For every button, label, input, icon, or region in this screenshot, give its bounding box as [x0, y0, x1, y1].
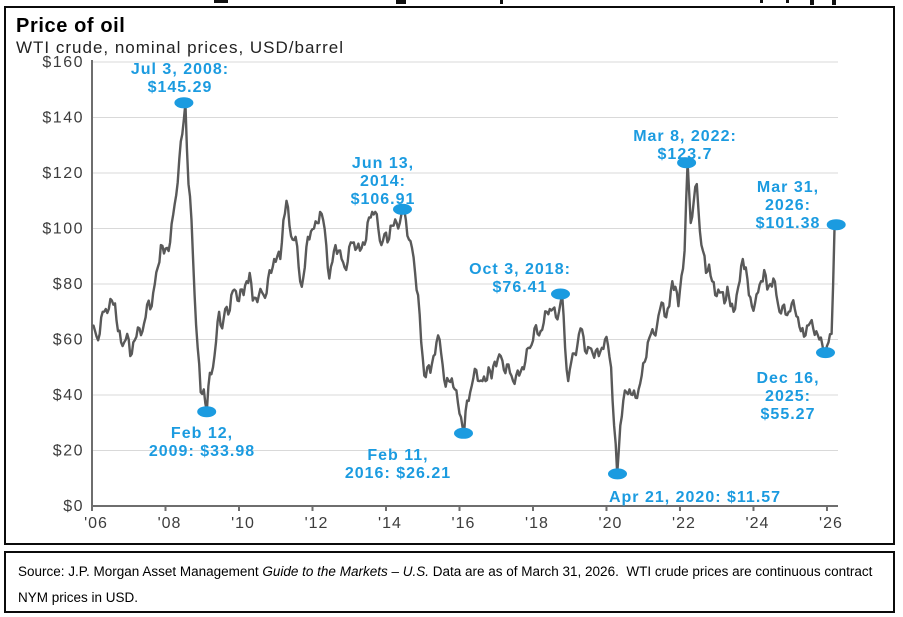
data-point-apr-21-2020	[608, 468, 627, 480]
y-axis-tick-label: $140	[42, 110, 84, 127]
data-point-feb-11-2016	[454, 427, 473, 439]
cropped-text-remnant	[832, 0, 836, 5]
data-point-jun-13-2014	[393, 203, 412, 215]
source-box: Source: J.P. Morgan Asset Management Gui…	[4, 551, 895, 613]
data-point-feb-12-2009	[197, 406, 217, 418]
oil-price-line-chart: $0 $20 $40 $60 $80 $100 $120 $140 $160 '06 '08 '10 '…	[42, 54, 846, 532]
x-axis-tick-label: '24	[746, 515, 770, 532]
y-axis-tick-label: $20	[53, 443, 84, 460]
x-axis-tick-label: '12	[305, 515, 329, 532]
chart-panel: Price of oil WTI crude, nominal prices, …	[4, 6, 895, 545]
y-axis-tick-label: $100	[42, 221, 84, 238]
data-point-oct-3-2018	[551, 288, 570, 300]
x-axis-tick-label: '18	[525, 515, 549, 532]
x-axis-tick-label: '16	[452, 515, 476, 532]
x-axis-tick-label: '26	[819, 515, 843, 532]
y-axis-tick-label: $120	[42, 165, 84, 182]
x-axis-tick-label: '22	[672, 515, 696, 532]
cropped-text-remnant	[786, 0, 789, 3]
source-text: Source: J.P. Morgan Asset Management Gui…	[18, 559, 881, 611]
data-point-mar-8-2022	[677, 157, 697, 169]
cropped-text-remnant	[396, 0, 406, 4]
x-axis-tick-label: '06	[84, 515, 108, 532]
price-line	[92, 101, 836, 476]
chart-subtitle: WTI crude, nominal prices, USD/barrel	[16, 38, 344, 57]
cropped-text-remnant	[810, 0, 814, 5]
y-axis-tick-label: $0	[63, 498, 84, 515]
source-segment-italic: Guide to the Markets – U.S.	[262, 564, 429, 579]
y-axis-tick-label: $60	[53, 332, 84, 349]
source-segment-2: Data are as of March 31, 2026. WTI crude…	[18, 564, 873, 605]
y-axis-tick-label: $80	[53, 276, 84, 293]
cropped-text-remnant	[500, 0, 503, 4]
y-axis-tick-label: $40	[53, 387, 84, 404]
x-axis-tick-label: '14	[378, 515, 402, 532]
cropped-text-remnant	[760, 0, 763, 3]
y-axis-tick-label: $160	[42, 54, 84, 71]
chart-title: Price of oil	[16, 15, 126, 37]
data-point-mar-31-2026	[826, 219, 846, 231]
cropped-text-remnant	[214, 0, 228, 3]
x-axis-tick-label: '10	[231, 515, 255, 532]
data-point-dec-16-2025	[816, 347, 835, 359]
source-segment-1: Source: J.P. Morgan Asset Management	[18, 564, 263, 579]
x-axis-tick-label: '20	[599, 515, 623, 532]
x-axis-tick-label: '08	[158, 515, 182, 532]
data-point-jul-3-2008	[174, 97, 194, 109]
